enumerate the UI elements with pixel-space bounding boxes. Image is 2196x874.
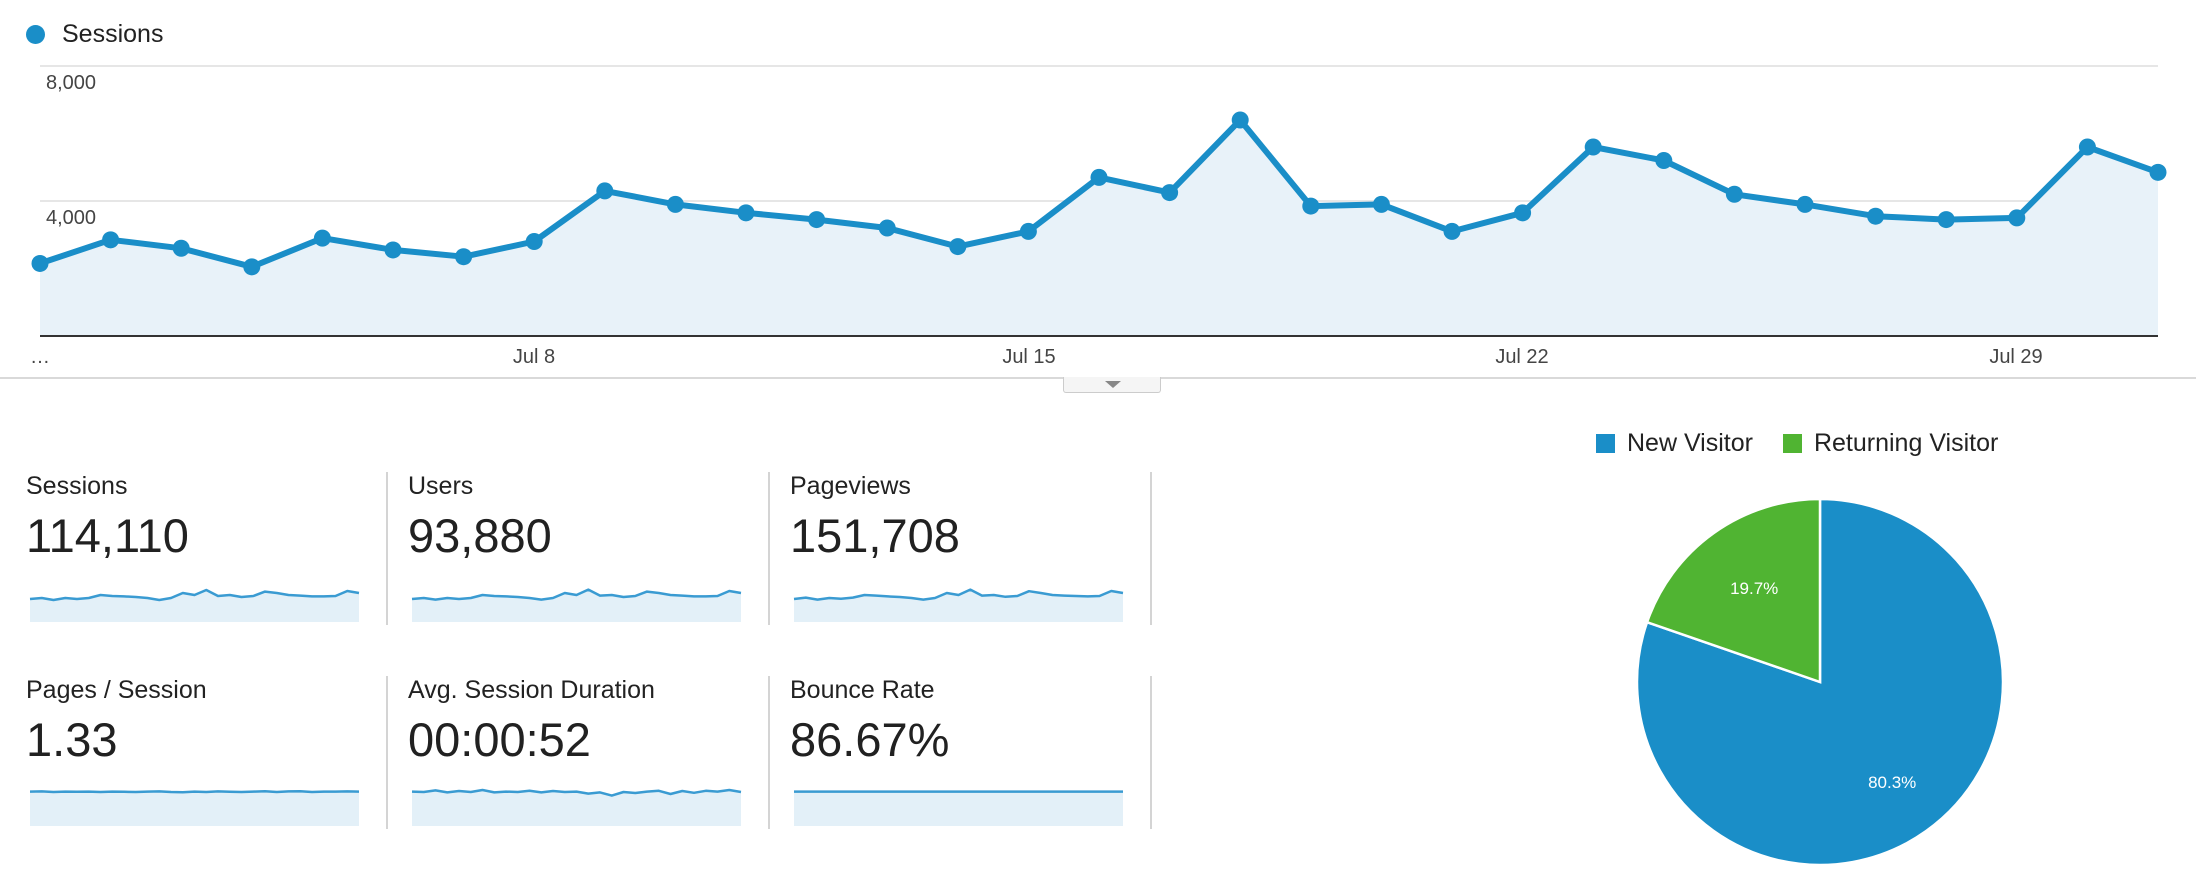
metric-value: 114,110 (26, 509, 189, 562)
metric-divider (768, 676, 770, 829)
sessions-data-point[interactable] (1231, 111, 1249, 129)
sessions-data-point[interactable] (172, 239, 190, 257)
metric-label: Avg. Session Duration (408, 676, 655, 704)
metric-label: Sessions (26, 472, 128, 500)
sessions-data-point[interactable] (1867, 207, 1885, 225)
sessions-data-point[interactable] (1796, 195, 1814, 213)
sessions-data-point[interactable] (1019, 222, 1037, 240)
metric-divider (768, 472, 770, 625)
sessions-data-point[interactable] (455, 248, 473, 266)
sessions-data-point[interactable] (808, 211, 826, 229)
caret-down-icon (1105, 381, 1121, 388)
metric-divider (1150, 676, 1152, 829)
sessions-area-fill (40, 120, 2158, 336)
visitor-type-pie-chart[interactable]: 80.3% 19.7% (1628, 490, 2012, 874)
sessions-line-chart[interactable] (0, 0, 2196, 380)
returning-visitor-swatch-icon (1782, 434, 1802, 453)
y-tick-label-4000: 4,000 (46, 207, 97, 229)
metric-value: 93,880 (408, 509, 552, 562)
collapse-chart-toggle[interactable] (1063, 377, 1161, 393)
metric-divider (1150, 472, 1152, 625)
sessions-data-point[interactable] (313, 229, 331, 247)
sessions-data-point[interactable] (878, 219, 896, 237)
new-visitor-swatch-icon (1596, 434, 1615, 453)
metric-sparkline (793, 588, 1124, 622)
metric-sparkline (29, 789, 360, 826)
pie-legend-item-returning-visitor[interactable]: Returning Visitor (1782, 429, 1999, 458)
pie-slice-label: 80.3% (1868, 773, 1916, 792)
sparkline-line (411, 588, 742, 601)
x-tick-label-jul-8: Jul 8 (512, 346, 556, 368)
pie-legend-item-new-visitor[interactable]: New Visitor (1596, 429, 1753, 458)
metric-value: 1.33 (26, 713, 118, 766)
sessions-legend-dot-icon (26, 24, 45, 44)
pie-legend-label: New Visitor (1627, 429, 1753, 457)
sparkline-line (793, 588, 1124, 601)
sessions-data-point[interactable] (1584, 138, 1602, 156)
sparkline-line (411, 788, 742, 797)
sessions-data-point[interactable] (31, 254, 49, 272)
pie-legend: New Visitor Returning Visitor (1596, 429, 2028, 458)
pie-legend-label: Returning Visitor (1813, 429, 1999, 457)
sessions-data-point[interactable] (1514, 204, 1532, 222)
sparkline-line (29, 588, 360, 602)
metric-label: Bounce Rate (790, 676, 935, 704)
sessions-legend-label: Sessions (62, 19, 164, 48)
metric-label: Pages / Session (26, 676, 207, 704)
sparkline-area (412, 790, 741, 826)
sessions-data-point[interactable] (2078, 138, 2096, 156)
metric-tile-bounce-rate[interactable]: Bounce Rate 86.67% (790, 676, 1145, 836)
metric-label: Users (408, 472, 474, 500)
x-tick-label-jul-22: Jul 22 (1495, 346, 1549, 368)
metric-label: Pageviews (790, 472, 911, 500)
sessions-data-point[interactable] (1655, 152, 1673, 169)
x-tick-label-jul-29: Jul 29 (1989, 346, 2043, 368)
metric-value: 151,708 (790, 509, 960, 562)
x-tick-label-jul-15: Jul 15 (1002, 346, 1056, 368)
y-tick-label-8000: 8,000 (46, 72, 97, 94)
metric-tile-avg-session-duration[interactable]: Avg. Session Duration 00:00:52 (408, 676, 763, 836)
sessions-data-point[interactable] (1090, 168, 1108, 186)
sessions-data-point[interactable] (1443, 222, 1461, 240)
sessions-data-point[interactable] (1937, 211, 1955, 229)
sessions-data-point[interactable] (949, 238, 967, 256)
metric-tile-pages-per-session[interactable]: Pages / Session 1.33 (26, 676, 381, 836)
sessions-data-point[interactable] (525, 233, 543, 250)
metric-sparkline (411, 788, 742, 826)
metric-tile-sessions[interactable]: Sessions 114,110 (26, 472, 381, 632)
sessions-data-point[interactable] (1302, 197, 1320, 215)
metric-tile-users[interactable]: Users 93,880 (408, 472, 763, 632)
sessions-data-point[interactable] (1372, 195, 1390, 213)
sessions-data-point[interactable] (1725, 185, 1743, 203)
x-tick-label-start: … (30, 346, 50, 368)
metric-sparkline (29, 588, 360, 622)
sessions-data-point[interactable] (102, 231, 120, 249)
sessions-data-point[interactable] (243, 258, 261, 276)
metric-divider (386, 472, 388, 625)
metric-value: 00:00:52 (408, 713, 591, 766)
sparkline-area (30, 791, 359, 826)
sessions-data-point[interactable] (2008, 209, 2026, 227)
sessions-data-point[interactable] (737, 204, 755, 222)
pie-slice-label: 19.7% (1730, 579, 1778, 598)
sparkline-area (412, 589, 741, 622)
metric-value: 86.67% (790, 713, 950, 766)
sparkline-area (30, 590, 359, 622)
sessions-data-point[interactable] (596, 182, 614, 200)
sessions-data-point[interactable] (666, 195, 684, 213)
sparkline-area (794, 589, 1123, 622)
sessions-data-point[interactable] (1161, 184, 1179, 202)
sparkline-area (794, 791, 1123, 826)
metric-divider (386, 676, 388, 829)
metric-sparkline (794, 790, 1123, 826)
pie-slice-returning-visitor[interactable] (1645, 497, 1822, 684)
sparkline-line (29, 789, 360, 794)
metric-tile-pageviews[interactable]: Pageviews 151,708 (790, 472, 1145, 632)
chart-legend[interactable]: Sessions (26, 14, 163, 54)
metric-sparkline (411, 588, 742, 622)
sessions-data-point[interactable] (384, 241, 402, 259)
sessions-data-point[interactable] (2149, 163, 2167, 181)
